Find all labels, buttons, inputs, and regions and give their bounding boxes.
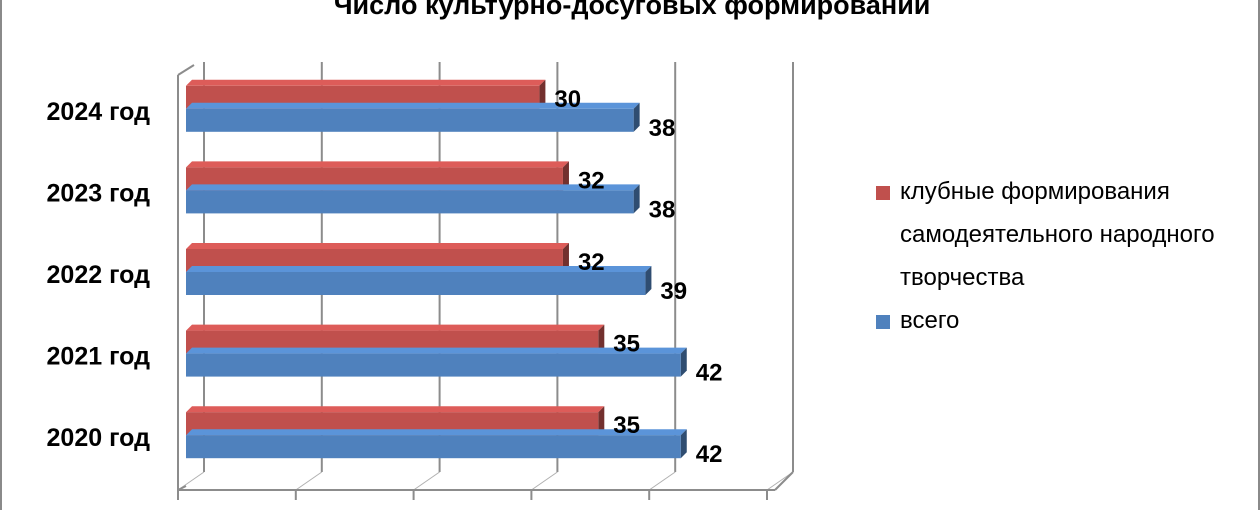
chart-title: Число культурно-досуговых формирований — [334, 0, 931, 20]
bar-top-face — [186, 79, 546, 86]
axes — [177, 64, 794, 500]
bar-top-face — [186, 324, 605, 331]
bar-side-face — [562, 161, 569, 191]
bar — [186, 272, 646, 295]
bar — [186, 435, 681, 459]
bar-top-face — [186, 184, 640, 191]
category-label: 2021 год — [47, 343, 151, 371]
bar-top-face — [186, 161, 569, 168]
category-label: 2022 год — [47, 261, 151, 289]
bar-side-face — [539, 79, 546, 109]
floor-gridline — [531, 471, 558, 491]
data-label: 38 — [649, 115, 676, 142]
bar-top-face — [186, 429, 687, 436]
data-label: 35 — [613, 331, 640, 358]
labels: 2024 год 30 38 2023 год 32 38 2022 год 32 39 2021… — [47, 86, 723, 468]
bar-side-face — [633, 184, 640, 214]
bar-top-face — [186, 243, 569, 249]
bar-top-face — [186, 102, 640, 109]
floor-right-edge — [774, 471, 794, 491]
legend-item-total: всего — [876, 299, 1246, 342]
data-label: 38 — [649, 196, 676, 223]
legend-swatch-total — [876, 315, 890, 329]
bar-top-face — [186, 266, 652, 272]
bar-side-face — [645, 266, 652, 295]
data-label: 32 — [578, 167, 605, 194]
data-label: 30 — [554, 86, 581, 113]
data-label: 35 — [613, 412, 640, 439]
floor-gridline — [295, 471, 323, 491]
data-label: 32 — [578, 249, 605, 276]
bar-side-face — [680, 429, 687, 459]
bar-side-face — [598, 324, 605, 354]
data-label: 42 — [696, 441, 723, 468]
category-label: 2020 год — [47, 424, 151, 452]
bar-top-face — [186, 406, 605, 413]
bar-top-face — [186, 347, 687, 354]
bar-side-face — [598, 406, 605, 436]
chart-frame-right-edge — [1258, 0, 1260, 510]
bar — [186, 190, 634, 214]
floor-gridline — [413, 471, 440, 491]
legend-label-club: клубные формирования самодеятельного нар… — [900, 178, 1215, 291]
chart-frame-left-edge — [0, 0, 2, 510]
bar-side-face — [633, 102, 640, 132]
floor-gridline — [648, 471, 676, 491]
bar-side-face — [562, 243, 569, 272]
legend: клубные формирования самодеятельного нар… — [876, 170, 1246, 342]
category-label: 2023 год — [47, 179, 151, 207]
bar — [186, 108, 634, 132]
data-label: 39 — [660, 278, 687, 305]
bars — [186, 79, 687, 459]
category-label: 2024 год — [47, 98, 151, 126]
bar-side-face — [680, 347, 687, 377]
data-label: 42 — [696, 360, 723, 387]
bar — [186, 353, 681, 377]
legend-label-total: всего — [900, 307, 960, 334]
legend-item-club: клубные формирования самодеятельного нар… — [876, 170, 1246, 299]
wall-top-left-edge — [177, 64, 195, 76]
legend-swatch-club — [876, 186, 890, 200]
